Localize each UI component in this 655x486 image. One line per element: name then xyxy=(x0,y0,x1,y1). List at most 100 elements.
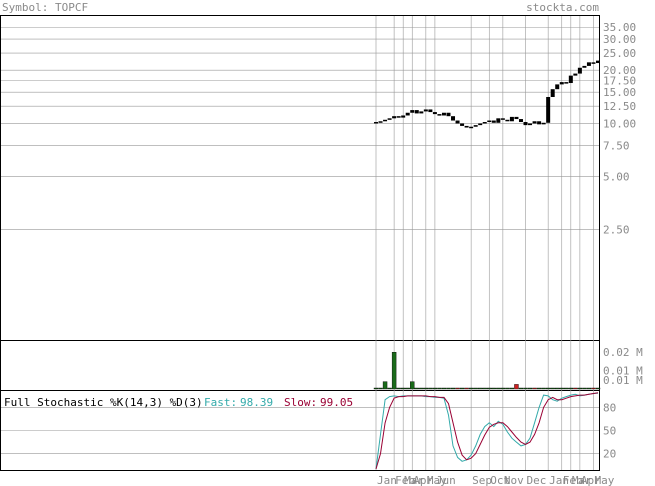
volume-bar xyxy=(432,387,438,390)
x-tick-label: Feb xyxy=(395,474,415,486)
price-candle xyxy=(378,121,383,123)
slow-line xyxy=(375,392,599,470)
volume-bar xyxy=(527,387,533,390)
price-tick-label: 30.00 xyxy=(603,33,636,46)
volume-bar xyxy=(586,387,592,390)
volume-bar xyxy=(577,387,583,390)
volume-bar xyxy=(400,387,406,390)
price-candle xyxy=(401,115,406,118)
slow-label: Slow: xyxy=(284,396,317,409)
price-candle xyxy=(496,118,501,123)
volume-bar xyxy=(545,387,551,390)
price-candle xyxy=(419,111,424,114)
price-candle xyxy=(532,121,537,124)
x-tick-label: May xyxy=(594,474,614,486)
volume-bar xyxy=(382,381,388,390)
price-tick-label: 5.00 xyxy=(603,170,630,183)
volume-bar xyxy=(523,387,528,390)
fast-value: 98.39 xyxy=(240,396,273,409)
price-candle xyxy=(537,121,542,125)
stochastic-tick-label: 20 xyxy=(603,448,616,461)
price-candle xyxy=(405,112,410,116)
price-candle xyxy=(509,116,514,122)
volume-bar xyxy=(568,387,574,390)
price-candle xyxy=(591,62,596,64)
volume-bar xyxy=(396,387,401,390)
price-candle xyxy=(473,125,478,127)
x-tick-label: Oct xyxy=(490,474,510,486)
x-tick-label: Mar xyxy=(572,474,592,486)
volume-bar xyxy=(573,387,578,390)
volume-bar xyxy=(595,387,601,390)
volume-bar xyxy=(387,387,392,390)
price-tick-label: 10.00 xyxy=(603,117,636,130)
price-candle xyxy=(455,120,460,124)
volume-bar xyxy=(536,387,542,390)
price-candle xyxy=(500,118,505,120)
x-tick-label: Apr xyxy=(581,474,601,486)
volume-series xyxy=(373,352,601,390)
volume-tick-label: 0.02 M xyxy=(603,346,643,359)
price-candle xyxy=(392,116,397,119)
volume-bar xyxy=(414,387,419,390)
volume-bar xyxy=(468,387,474,390)
volume-bar xyxy=(459,387,465,390)
volume-bar xyxy=(496,387,501,390)
price-tick-label: 12.50 xyxy=(603,100,636,113)
volume-bar xyxy=(423,387,429,390)
price-candle xyxy=(414,110,419,114)
x-tick-label: Jan xyxy=(377,474,397,486)
price-candle xyxy=(441,112,446,116)
price-candle xyxy=(446,112,451,117)
volume-bar xyxy=(582,387,587,390)
price-panel xyxy=(0,15,600,341)
volume-tick-label: 0.01 M xyxy=(603,365,643,378)
price-candle xyxy=(487,120,492,123)
price-candle xyxy=(550,89,555,97)
price-candle xyxy=(568,75,573,84)
price-candle xyxy=(374,122,378,124)
volume-bar xyxy=(450,387,456,390)
volume-bar xyxy=(441,387,447,390)
volume-bar xyxy=(446,387,451,390)
price-candle xyxy=(546,96,551,123)
grid-layer xyxy=(1,16,599,470)
volume-bar xyxy=(559,387,564,390)
stochastic-tick-label: 50 xyxy=(603,425,616,438)
price-candle xyxy=(559,82,564,85)
price-tick-label: 20.00 xyxy=(603,64,636,77)
price-candle xyxy=(555,84,560,90)
price-candle xyxy=(577,67,582,74)
x-tick-label: Mar xyxy=(404,474,424,486)
fast-label: Fast: xyxy=(204,396,237,409)
price-candle xyxy=(523,122,528,126)
volume-bar xyxy=(532,387,537,390)
price-candle xyxy=(505,119,510,122)
price-candle xyxy=(478,123,483,126)
stochastic-tick-label: 80 xyxy=(603,401,616,414)
stochastic-panel xyxy=(0,390,600,471)
price-candle xyxy=(564,82,569,84)
volume-bar xyxy=(500,387,506,390)
volume-bar xyxy=(410,381,415,390)
volume-bar xyxy=(487,387,492,390)
volume-bar xyxy=(541,387,546,390)
symbol-label: Symbol: TOPCF xyxy=(2,1,88,14)
price-candle xyxy=(518,119,523,123)
price-candle xyxy=(460,123,465,126)
slow-value: 99.05 xyxy=(320,396,353,409)
price-candle xyxy=(410,110,415,113)
stochastic-title: Full Stochastic %K(14,3) %D(3) xyxy=(4,396,203,409)
volume-bar xyxy=(373,387,379,390)
volume-bar xyxy=(591,387,596,390)
x-tick-label: Dec xyxy=(527,474,547,486)
stochastic-series xyxy=(375,392,599,470)
volume-tick-label: 0.01 M xyxy=(603,374,643,387)
price-candle xyxy=(596,60,600,64)
price-tick-label: 2.50 xyxy=(603,224,630,237)
volume-bar xyxy=(437,387,442,390)
volume-bar xyxy=(514,384,519,390)
site-label: stockta.com xyxy=(526,1,599,14)
price-candle xyxy=(482,122,487,124)
